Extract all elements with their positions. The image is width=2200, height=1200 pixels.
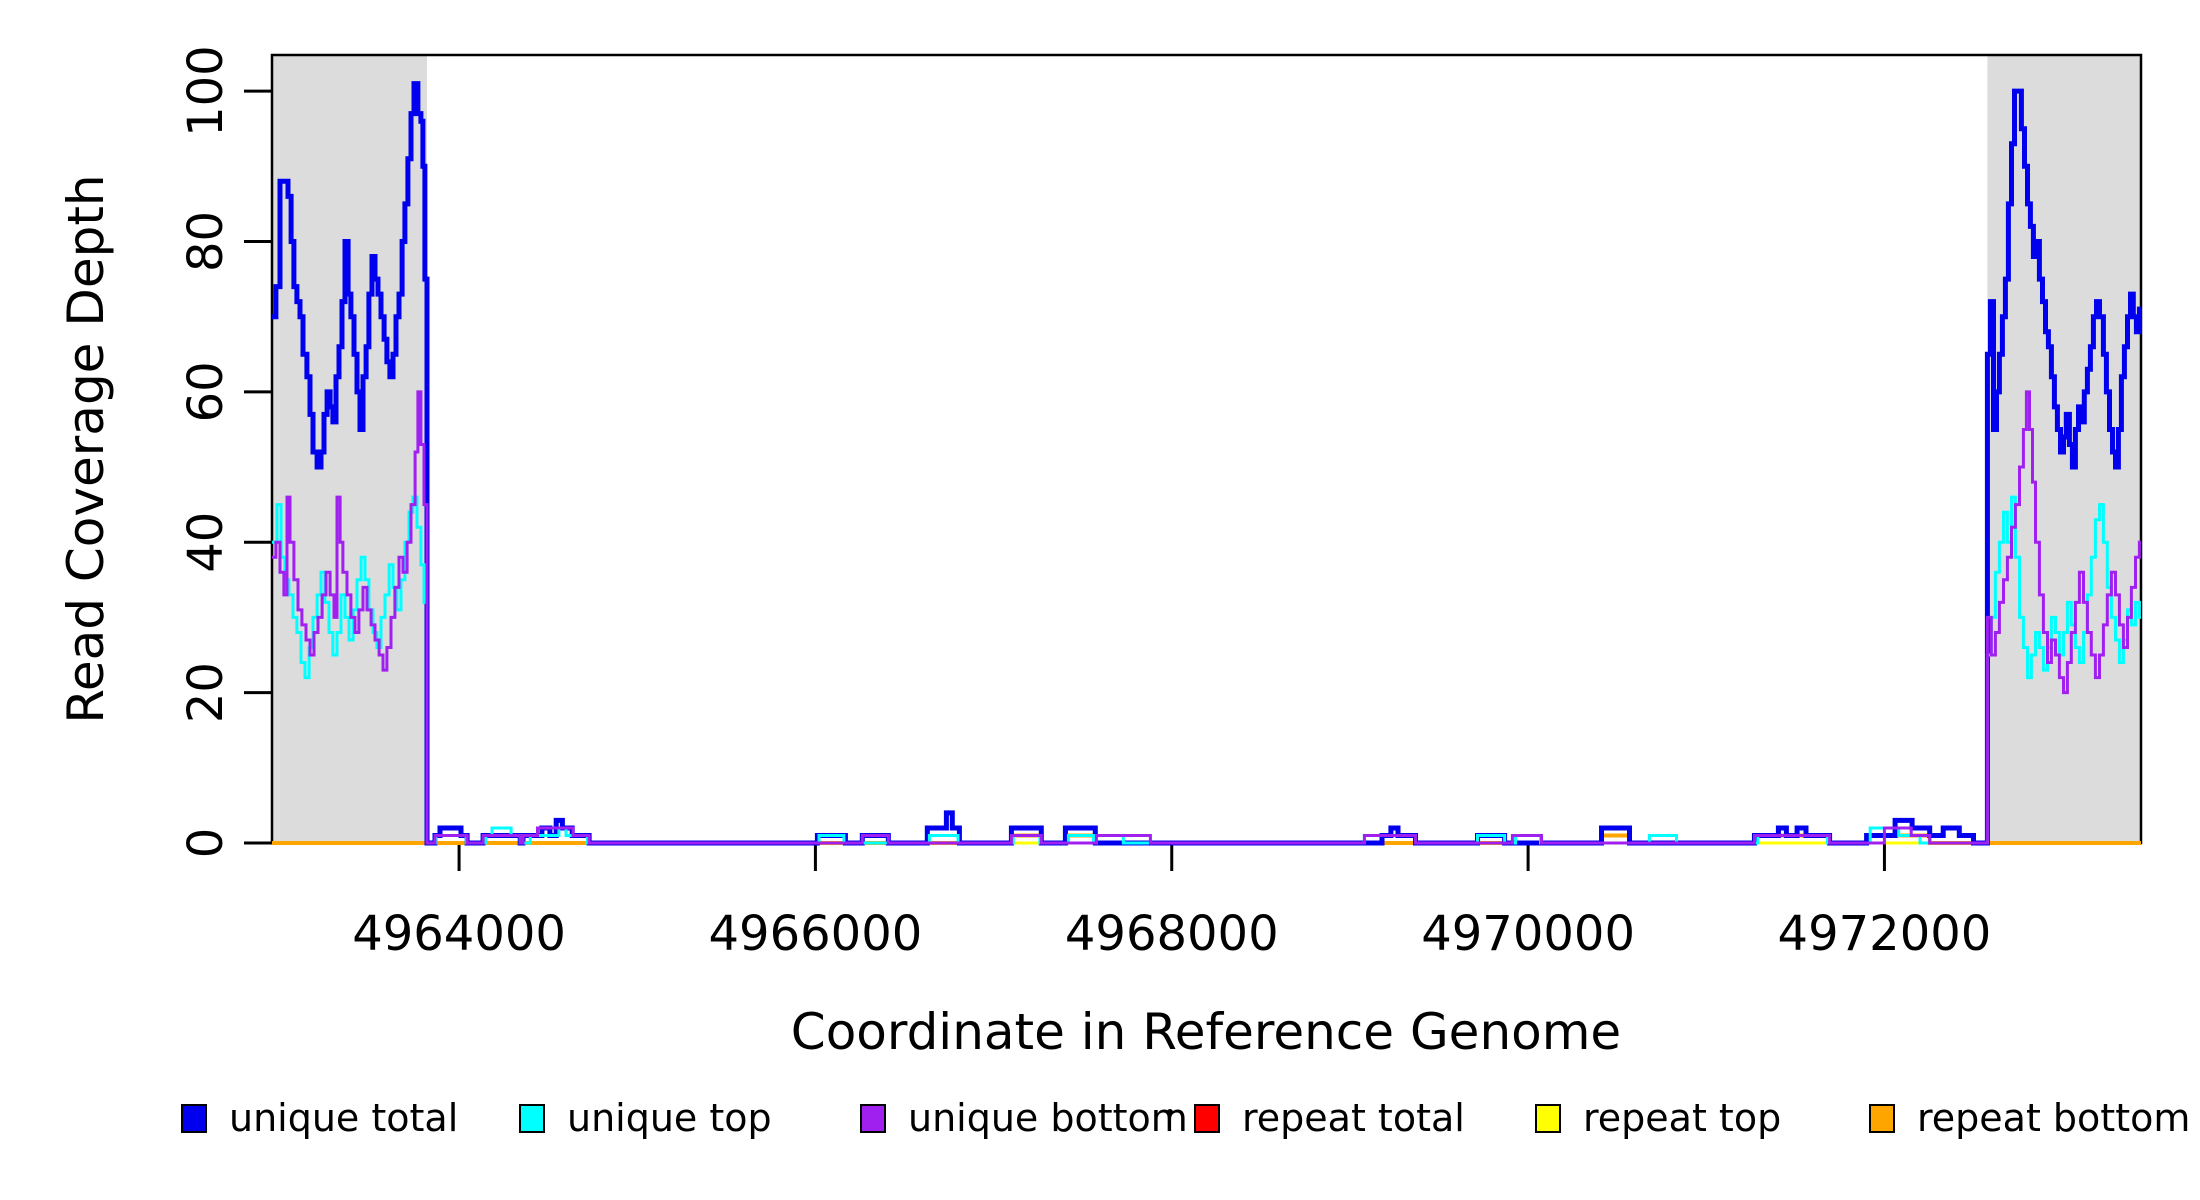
x-axis-tick-label: 4972000 bbox=[1778, 906, 1992, 962]
y-axis-tick-label: 40 bbox=[178, 512, 234, 573]
series-line-unique-bottom bbox=[272, 390, 2141, 845]
x-axis-tick-label: 4964000 bbox=[352, 906, 566, 962]
series-line-unique-top bbox=[272, 495, 2141, 845]
highlight-region-left bbox=[272, 55, 428, 843]
y-axis-tick-label: 0 bbox=[178, 828, 234, 859]
stray-dot-icon bbox=[1167, 1109, 1173, 1115]
y-axis-tick-label: 20 bbox=[178, 662, 234, 723]
x-axis-title: Coordinate in Reference Genome bbox=[790, 1003, 1622, 1061]
y-axis-title: Read Coverage Depth bbox=[57, 174, 115, 724]
plot-frame bbox=[270, 53, 2143, 845]
x-axis-tick-label: 4970000 bbox=[1421, 906, 1635, 962]
x-axis-tick-label: 4966000 bbox=[709, 906, 923, 962]
y-axis-tick-label: 80 bbox=[178, 211, 234, 272]
x-axis-tick-label: 4968000 bbox=[1065, 906, 1279, 962]
y-axis-tick-label: 60 bbox=[178, 361, 234, 422]
series-line-unique-total bbox=[272, 81, 2142, 846]
y-axis-tick-label: 100 bbox=[178, 45, 234, 137]
